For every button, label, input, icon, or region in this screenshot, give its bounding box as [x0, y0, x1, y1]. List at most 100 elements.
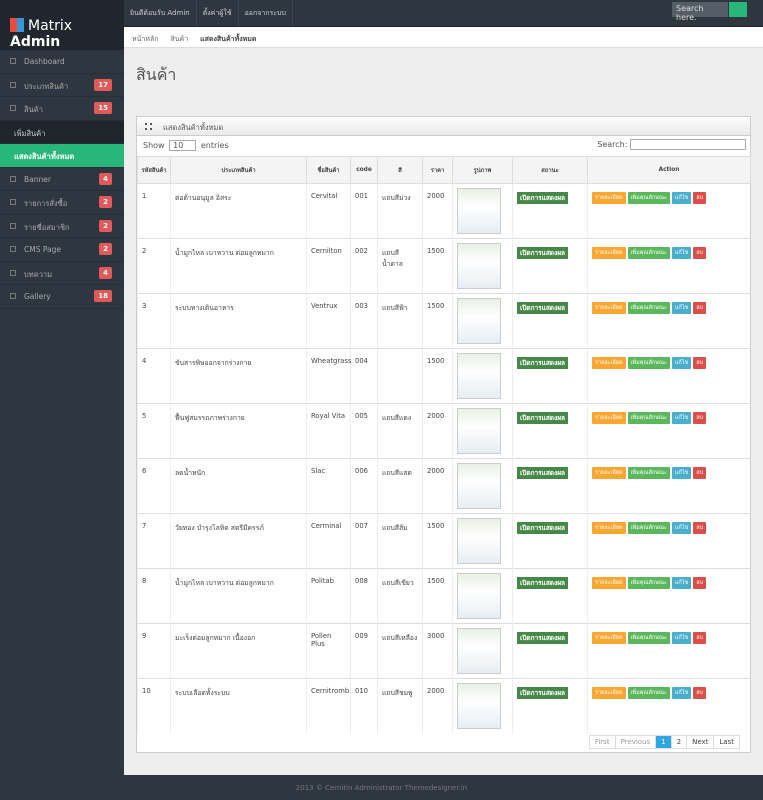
action-button[interactable]: แก้ไข	[671, 577, 692, 589]
action-button[interactable]: รายละเอียด	[592, 632, 626, 644]
menu-item[interactable]: CMS Page 2	[0, 238, 124, 262]
status-label: เปิดการแสดงผล	[517, 412, 568, 424]
action-button[interactable]: ลบ	[693, 192, 707, 204]
action-button[interactable]: แก้ไข	[671, 247, 692, 259]
page-button[interactable]: First	[588, 735, 616, 749]
action-button[interactable]: ลบ	[693, 412, 707, 424]
action-button[interactable]: เพิ่มคุณลักษณะ	[627, 357, 670, 369]
action-button[interactable]: ลบ	[693, 687, 707, 699]
action-button[interactable]: แก้ไข	[671, 522, 692, 534]
menu-item[interactable]: บทความ 4	[0, 262, 124, 285]
action-button[interactable]: เพิ่มคุณลักษณะ	[627, 687, 670, 699]
cell	[452, 678, 513, 734]
cell-text: ขับสารพิษออกจากร่างกาย	[175, 359, 252, 367]
breadcrumb-item[interactable]: สินค้า	[170, 35, 189, 43]
action-button[interactable]: เพิ่มคุณลักษณะ	[627, 632, 670, 644]
length-select[interactable]: 10	[169, 140, 197, 151]
cell	[452, 623, 513, 679]
menu-item[interactable]: สินค้า 15	[0, 97, 124, 121]
action-button[interactable]: ลบ	[693, 357, 707, 369]
menu-item[interactable]: แสดงสินค้าทั้งหมด	[0, 144, 124, 168]
action-button[interactable]: แก้ไข	[671, 632, 692, 644]
cell: 004	[350, 348, 378, 404]
menu-item[interactable]: เพิ่มสินค้า	[0, 120, 124, 144]
action-button[interactable]: ลบ	[693, 302, 707, 314]
product-image	[457, 188, 501, 234]
action-button[interactable]: รายละเอียด	[592, 247, 626, 259]
search-input[interactable]	[630, 139, 746, 150]
search-input[interactable]: Search here.	[672, 2, 728, 22]
nav-item[interactable]: ตั้งค่าผู้ใช้	[197, 0, 239, 27]
action-button[interactable]: เพิ่มคุณลักษณะ	[627, 577, 670, 589]
action-button[interactable]: รายละเอียด	[592, 192, 626, 204]
action-button[interactable]: ลบ	[693, 577, 707, 589]
cell: ระบบทางเดินอาหาร	[170, 293, 307, 349]
menu-label: Gallery	[24, 292, 51, 301]
cell	[452, 183, 513, 239]
action-button[interactable]: ลบ	[693, 247, 707, 259]
page-button[interactable]: 2	[670, 735, 688, 749]
cell: รายละเอียด เพิ่มคุณลักษณะ แก้ไข ลบ	[587, 238, 751, 294]
action-button[interactable]: รายละเอียด	[592, 412, 626, 424]
cell-text: ระบบทางเดินอาหาร	[175, 304, 234, 312]
action-button[interactable]: แก้ไข	[671, 687, 692, 699]
menu-item[interactable]: ประเภทสินค้า 17	[0, 74, 124, 97]
action-button[interactable]: แก้ไข	[671, 467, 692, 479]
cell: 006	[350, 458, 378, 514]
cell-text: 3	[142, 302, 147, 310]
cell: Royal Vita	[306, 403, 351, 459]
action-button[interactable]: เพิ่มคุณลักษณะ	[627, 467, 670, 479]
cell	[377, 348, 423, 404]
action-button[interactable]: รายละเอียด	[592, 577, 626, 589]
cell: 6	[137, 458, 171, 514]
icon	[10, 105, 16, 111]
cell-text: 1500	[427, 522, 445, 530]
widget: แสดงสินค้าทั้งหมด Show 10 entries Search…	[136, 116, 751, 753]
breadcrumb-item[interactable]: หน้าหลัก	[132, 35, 159, 43]
search-button[interactable]	[729, 2, 747, 17]
action-button[interactable]: แก้ไข	[671, 302, 692, 314]
action-button[interactable]: เพิ่มคุณลักษณะ	[627, 412, 670, 424]
action-button[interactable]: เพิ่มคุณลักษณะ	[627, 522, 670, 534]
action-button[interactable]: ลบ	[693, 522, 707, 534]
action-button[interactable]: รายละเอียด	[592, 687, 626, 699]
icon	[10, 246, 16, 252]
product-image	[457, 683, 501, 729]
product-image	[457, 518, 501, 564]
action-button[interactable]: รายละเอียด	[592, 302, 626, 314]
action-button[interactable]: ลบ	[693, 632, 707, 644]
action-button[interactable]: ลบ	[693, 467, 707, 479]
action-button[interactable]: เพิ่มคุณลักษณะ	[627, 302, 670, 314]
nav-item[interactable]: ยินดีต้อนรับ Admin	[124, 0, 197, 27]
action-button[interactable]: แก้ไข	[671, 357, 692, 369]
action-button[interactable]: รายละเอียด	[592, 522, 626, 534]
action-button[interactable]: แก้ไข	[671, 412, 692, 424]
menu-item[interactable]: Gallery 18	[0, 285, 124, 309]
cell-text: 5	[142, 412, 147, 420]
menu-item[interactable]: รายชื่อสมาชิก 2	[0, 215, 124, 238]
page-button[interactable]: 1	[655, 735, 672, 749]
cell: เปิดการแสดงผล	[512, 403, 588, 459]
cell: 2000	[422, 678, 453, 734]
table-controls: Show 10 entries Search:	[137, 136, 750, 156]
cell-text: 2000	[427, 192, 445, 200]
action-button[interactable]: เพิ่มคุณลักษณะ	[627, 192, 670, 204]
page-button[interactable]: Previous	[614, 735, 657, 749]
cell-text: Royal Vita	[311, 412, 346, 420]
menu-item[interactable]: รายการสั่งซื้อ 2	[0, 191, 124, 215]
action-button[interactable]: แก้ไข	[671, 192, 692, 204]
table-row: 5 ฟื้นฟูสมรรถภาพร่างกาย Royal Vita 005 แถบสี…	[137, 403, 751, 459]
page-button[interactable]: Next	[686, 735, 715, 749]
logo[interactable]: Matrix Admin	[0, 0, 124, 50]
cell: รายละเอียด เพิ่มคุณลักษณะ แก้ไข ลบ	[587, 678, 751, 734]
menu-item[interactable]: Dashboard	[0, 50, 124, 74]
cell: Pollen Plus	[306, 623, 351, 679]
cell: ลดน้ำหนัก	[170, 458, 307, 514]
nav-item[interactable]: ออกจากระบบ	[239, 0, 293, 27]
action-button[interactable]: เพิ่มคุณลักษณะ	[627, 247, 670, 259]
icon	[10, 222, 16, 229]
page-button[interactable]: Last	[713, 735, 740, 749]
menu-item[interactable]: Banner 4	[0, 168, 124, 191]
action-button[interactable]: รายละเอียด	[592, 467, 626, 479]
action-button[interactable]: รายละเอียด	[592, 357, 626, 369]
